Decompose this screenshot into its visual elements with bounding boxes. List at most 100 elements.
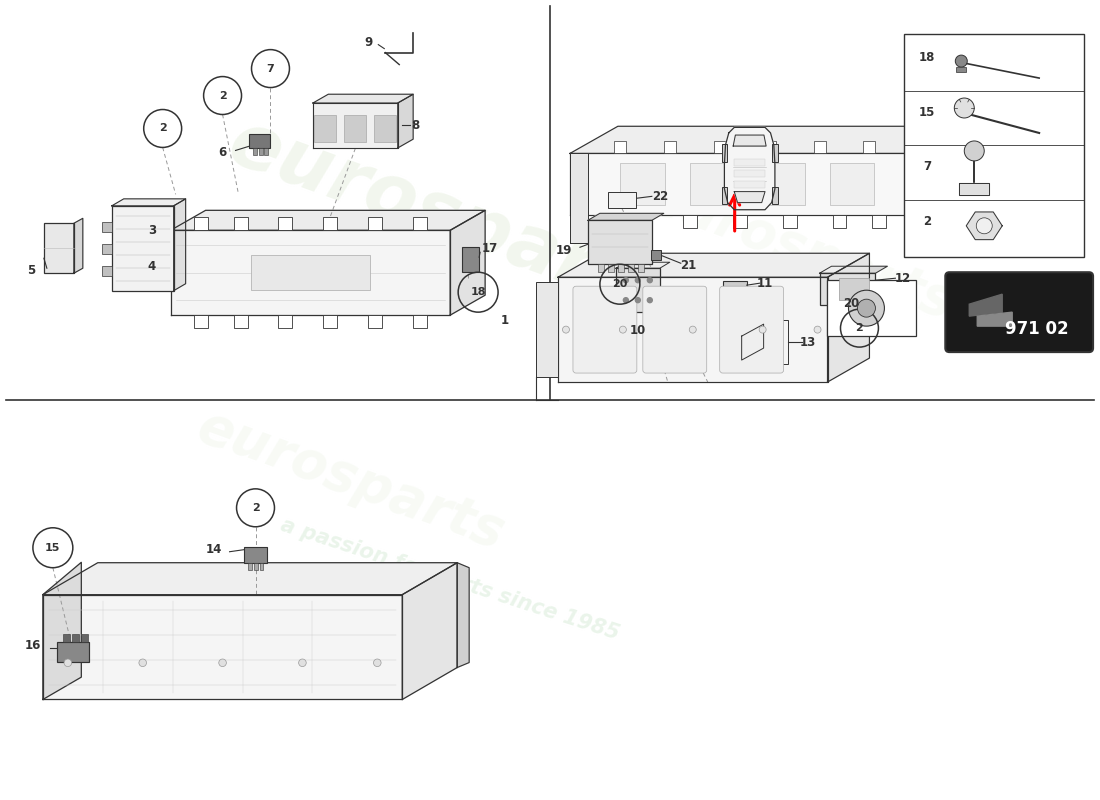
FancyBboxPatch shape <box>722 186 727 204</box>
FancyBboxPatch shape <box>315 115 337 142</box>
FancyBboxPatch shape <box>723 282 747 295</box>
Circle shape <box>619 326 626 333</box>
Polygon shape <box>741 324 763 360</box>
FancyBboxPatch shape <box>102 266 112 276</box>
FancyBboxPatch shape <box>608 264 614 272</box>
FancyBboxPatch shape <box>720 317 749 329</box>
Polygon shape <box>458 562 469 667</box>
Text: 8: 8 <box>411 119 419 132</box>
FancyBboxPatch shape <box>772 186 778 204</box>
Text: 2: 2 <box>856 323 864 333</box>
Text: 7: 7 <box>266 63 274 74</box>
Text: 10: 10 <box>629 324 646 337</box>
Polygon shape <box>735 192 764 202</box>
FancyBboxPatch shape <box>248 562 252 570</box>
Text: 4: 4 <box>147 260 156 273</box>
FancyBboxPatch shape <box>618 264 624 272</box>
FancyBboxPatch shape <box>820 274 876 305</box>
FancyBboxPatch shape <box>642 286 706 373</box>
Polygon shape <box>969 294 1002 316</box>
FancyBboxPatch shape <box>80 634 88 642</box>
Polygon shape <box>570 126 967 154</box>
FancyBboxPatch shape <box>772 144 778 162</box>
Polygon shape <box>616 262 670 268</box>
Circle shape <box>647 298 652 302</box>
FancyBboxPatch shape <box>374 115 396 142</box>
FancyBboxPatch shape <box>763 142 776 154</box>
FancyBboxPatch shape <box>735 159 764 166</box>
Polygon shape <box>450 210 485 315</box>
FancyBboxPatch shape <box>683 215 696 228</box>
Circle shape <box>636 278 640 282</box>
Text: 19: 19 <box>556 244 572 257</box>
Text: 15: 15 <box>45 542 60 553</box>
FancyBboxPatch shape <box>194 218 208 230</box>
Text: 18: 18 <box>920 50 935 63</box>
FancyBboxPatch shape <box>719 286 783 373</box>
Polygon shape <box>312 103 398 148</box>
FancyBboxPatch shape <box>733 215 747 228</box>
FancyBboxPatch shape <box>735 181 764 188</box>
Circle shape <box>858 299 876 317</box>
Text: 20: 20 <box>613 279 628 290</box>
Circle shape <box>965 141 985 161</box>
Polygon shape <box>959 183 989 195</box>
Circle shape <box>955 55 967 67</box>
Text: 2: 2 <box>219 90 227 101</box>
FancyBboxPatch shape <box>368 315 383 328</box>
FancyBboxPatch shape <box>72 634 79 642</box>
Polygon shape <box>725 127 774 210</box>
FancyBboxPatch shape <box>102 222 112 232</box>
FancyBboxPatch shape <box>651 250 661 260</box>
Text: 6: 6 <box>219 146 227 159</box>
FancyBboxPatch shape <box>63 634 69 642</box>
Polygon shape <box>43 594 403 699</box>
FancyBboxPatch shape <box>249 134 271 149</box>
Text: 11: 11 <box>757 277 773 290</box>
Text: eurosparts: eurosparts <box>218 106 682 335</box>
FancyBboxPatch shape <box>344 115 366 142</box>
Circle shape <box>562 326 570 333</box>
FancyBboxPatch shape <box>233 218 248 230</box>
FancyBboxPatch shape <box>264 149 268 155</box>
Polygon shape <box>398 94 414 148</box>
Text: 22: 22 <box>651 190 668 203</box>
Polygon shape <box>756 317 780 355</box>
Text: 2: 2 <box>923 215 932 228</box>
Polygon shape <box>312 94 414 103</box>
Polygon shape <box>558 278 827 382</box>
Circle shape <box>374 659 381 666</box>
Text: 2: 2 <box>158 123 166 134</box>
Text: 17: 17 <box>482 242 498 254</box>
FancyBboxPatch shape <box>598 264 604 272</box>
FancyBboxPatch shape <box>243 546 267 562</box>
Circle shape <box>298 659 306 666</box>
Circle shape <box>624 298 628 302</box>
Circle shape <box>814 326 821 333</box>
Text: 3: 3 <box>147 224 156 237</box>
FancyBboxPatch shape <box>253 149 256 155</box>
Text: 2: 2 <box>252 503 260 513</box>
Polygon shape <box>966 212 1002 240</box>
Text: 20: 20 <box>844 297 860 310</box>
FancyBboxPatch shape <box>872 215 887 228</box>
FancyBboxPatch shape <box>573 286 637 373</box>
FancyBboxPatch shape <box>593 215 607 228</box>
Circle shape <box>647 278 652 282</box>
FancyBboxPatch shape <box>608 192 636 208</box>
Circle shape <box>64 659 72 666</box>
FancyBboxPatch shape <box>628 264 634 272</box>
Text: eurosparts: eurosparts <box>639 170 960 330</box>
FancyBboxPatch shape <box>260 562 264 570</box>
Circle shape <box>690 326 696 333</box>
Polygon shape <box>170 230 450 315</box>
FancyBboxPatch shape <box>251 255 371 290</box>
FancyBboxPatch shape <box>814 142 825 154</box>
FancyBboxPatch shape <box>826 280 916 336</box>
FancyBboxPatch shape <box>829 163 874 206</box>
Text: 5: 5 <box>26 264 35 277</box>
FancyBboxPatch shape <box>735 170 764 177</box>
FancyBboxPatch shape <box>833 215 847 228</box>
Text: 16: 16 <box>24 639 41 652</box>
FancyBboxPatch shape <box>57 642 89 662</box>
